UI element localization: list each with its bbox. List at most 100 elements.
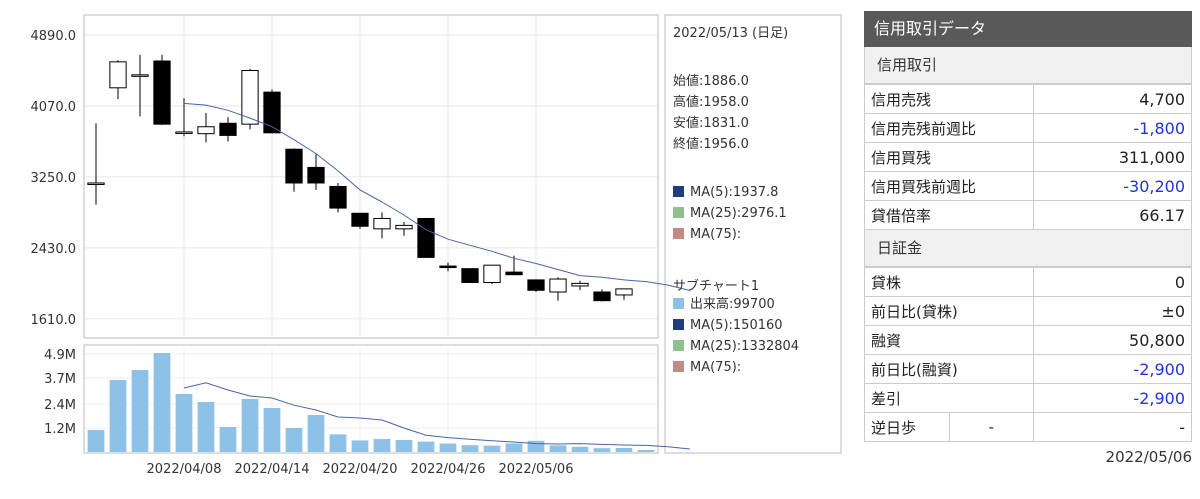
- volume-ma5-line: [183, 382, 691, 450]
- volume-tick-label: 4.9M: [44, 348, 76, 363]
- price-tick-label: 3250.0: [31, 171, 77, 186]
- candle-up: [483, 264, 501, 283]
- row-value: 4,700: [1033, 84, 1192, 114]
- table-row: 信用売残前週比 -1,800: [864, 113, 1192, 143]
- table-row: 信用売残 4,700: [864, 84, 1192, 114]
- volume-bar: [351, 440, 369, 452]
- legend-ma75: MA(75):: [690, 227, 741, 242]
- candle-down: [461, 268, 479, 283]
- volume-tick-label: 1.2M: [44, 422, 76, 437]
- row-label: 逆日歩: [864, 412, 950, 442]
- legend-date: 2022/05/13 (日足): [673, 26, 788, 41]
- candle-up: [109, 61, 127, 89]
- row-value: 50,800: [1033, 325, 1192, 355]
- candle-up: [87, 182, 105, 185]
- volume-bar: [373, 439, 391, 452]
- table-row: 融資 50,800: [864, 325, 1192, 355]
- volume-bar: [527, 440, 545, 452]
- row-label: 貸株: [864, 267, 1034, 297]
- table-row: 前日比(貸株) ±0: [864, 296, 1192, 326]
- candle-up: [241, 70, 259, 125]
- panel-title: 信用取引データ: [864, 11, 1192, 47]
- row-value: ±0: [1033, 296, 1192, 326]
- candle-down: [351, 212, 369, 227]
- volume-bar: [175, 394, 193, 452]
- volume-bar: [153, 353, 171, 452]
- volume-bar: [417, 441, 435, 452]
- table-row: 信用買残 311,000: [864, 142, 1192, 172]
- candle-down: [219, 122, 237, 136]
- row-mid-value: -: [948, 412, 1034, 442]
- volume-bar: [483, 445, 501, 452]
- volume-bar: [87, 430, 105, 452]
- row-value: -: [1033, 412, 1192, 442]
- legend-low: 安値:1831.0: [673, 115, 749, 131]
- candle-down: [307, 166, 325, 184]
- section-margin-trading: 信用取引: [864, 47, 1192, 84]
- volume-bar: [571, 446, 589, 452]
- row-value: -2,900: [1033, 354, 1192, 384]
- volume-tick-label: 3.7M: [44, 372, 76, 387]
- table-row: 貸借倍率 66.17: [864, 200, 1192, 230]
- legend-swatch-ma5: [673, 186, 684, 197]
- legend-swatch-vol-ma5: [673, 319, 684, 330]
- table-row: 逆日歩 - -: [864, 412, 1192, 442]
- panel-date: 2022/05/06: [1105, 448, 1192, 466]
- date-tick-label: 2022/05/06: [499, 462, 574, 477]
- candle-up: [395, 224, 413, 230]
- row-label: 差引: [864, 383, 1034, 413]
- row-label: 信用売残: [864, 84, 1034, 114]
- row-label: 信用買残前週比: [864, 171, 1034, 201]
- volume-bar: [505, 443, 523, 452]
- candle-down: [285, 148, 303, 184]
- volume-bar: [395, 440, 413, 452]
- candle-down: [505, 271, 523, 276]
- date-tick-label: 2022/04/14: [235, 462, 310, 477]
- volume-bar: [197, 402, 215, 452]
- price-tick-label: 1610.0: [31, 313, 77, 328]
- legend-subchart-title: サブチャート1: [673, 278, 759, 294]
- volume-bar: [285, 428, 303, 452]
- legend-open: 始値:1886.0: [673, 73, 749, 89]
- table-row: 前日比(融資) -2,900: [864, 354, 1192, 384]
- volume-bar: [307, 415, 325, 452]
- candle-down: [593, 291, 611, 302]
- row-label: 信用売残前週比: [864, 113, 1034, 143]
- row-label: 貸借倍率: [864, 200, 1034, 230]
- volume-bar: [329, 434, 347, 452]
- price-tick-label: 4070.0: [31, 100, 77, 115]
- row-label: 信用買残: [864, 142, 1034, 172]
- table-row: 信用買残前週比 -30,200: [864, 171, 1192, 201]
- row-value: 66.17: [1033, 200, 1192, 230]
- volume-bar: [439, 443, 457, 452]
- volume-bar: [593, 448, 611, 452]
- legend-swatch-ma25: [673, 207, 684, 218]
- volume-bar: [615, 448, 633, 452]
- stock-chart: 4890.0 4070.0 3250.0 2430.0 1610.0 4.9M 3.7M 2…: [31, 14, 842, 477]
- row-value: 311,000: [1033, 142, 1192, 172]
- price-tick-label: 4890.0: [31, 29, 77, 44]
- row-label: 融資: [864, 325, 1034, 355]
- legend-frame: [664, 14, 842, 454]
- price-tick-label: 2430.0: [31, 242, 77, 257]
- table-row: 差引 -2,900: [864, 383, 1192, 413]
- row-value: 0: [1033, 267, 1192, 297]
- legend-close: 終値:1956.0: [673, 136, 749, 152]
- table-row: 貸株 0: [864, 267, 1192, 297]
- date-tick-label: 2022/04/26: [411, 462, 486, 477]
- volume-bar: [549, 445, 567, 452]
- candle-up: [615, 288, 633, 296]
- volume-bar: [109, 380, 127, 452]
- legend-high: 高値:1958.0: [673, 94, 749, 110]
- legend-vol-ma75: MA(75):: [690, 360, 741, 375]
- section-jsf: 日証金: [864, 230, 1192, 267]
- margin-table: 信用売残 4,700 信用売残前週比 -1,800 信用買残 311,000 信用買残…: [864, 84, 1192, 230]
- volume-tick-label: 2.4M: [44, 398, 76, 413]
- row-value: -2,900: [1033, 383, 1192, 413]
- candle-up: [175, 131, 193, 134]
- candle-up: [549, 278, 567, 293]
- row-label: 前日比(融資): [864, 354, 1034, 384]
- candle-up: [571, 282, 589, 287]
- candle-up: [197, 126, 215, 135]
- candle-down: [329, 185, 347, 209]
